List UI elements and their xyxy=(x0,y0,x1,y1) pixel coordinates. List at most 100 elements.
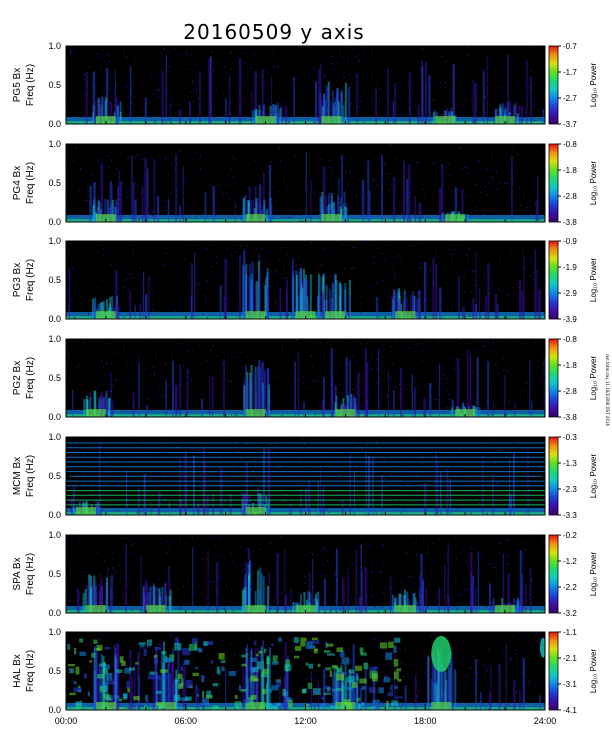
broadband-streak xyxy=(429,383,432,417)
noise-pixel xyxy=(484,168,486,170)
activity-burst xyxy=(102,300,105,319)
noise-pixel xyxy=(449,76,451,78)
noise-pixel xyxy=(244,62,246,64)
noise-pixel xyxy=(190,595,192,597)
noise-pixel xyxy=(258,83,260,85)
noise-pixel xyxy=(172,351,174,353)
noise-pixel xyxy=(391,184,393,186)
noise-pixel xyxy=(278,260,280,262)
noise-pixel xyxy=(349,171,351,173)
broadband-patch xyxy=(271,685,279,691)
noise-pixel xyxy=(347,63,349,65)
noise-pixel xyxy=(324,564,326,566)
noise-pixel xyxy=(341,147,343,149)
noise-pixel xyxy=(142,400,144,402)
noise-pixel xyxy=(195,217,197,219)
activity-burst xyxy=(514,605,517,613)
noise-pixel xyxy=(419,78,421,80)
noise-pixel xyxy=(107,175,109,177)
broadband-patch xyxy=(123,693,128,700)
noise-pixel xyxy=(315,498,317,500)
activity-burst xyxy=(258,272,261,319)
noise-pixel xyxy=(88,369,90,371)
noise-pixel xyxy=(291,649,293,651)
noise-pixel xyxy=(152,365,155,367)
noise-pixel xyxy=(480,65,483,68)
colorbar-tick-label: -1.7 xyxy=(563,68,577,77)
noise-pixel xyxy=(132,598,134,600)
noise-pixel xyxy=(292,694,294,696)
noise-pixel xyxy=(194,692,196,694)
noise-pixel xyxy=(271,409,273,412)
noise-pixel xyxy=(200,449,202,451)
noise-pixel xyxy=(157,397,159,399)
noise-pixel xyxy=(120,690,122,692)
noise-pixel xyxy=(524,343,527,345)
noise-pixel xyxy=(368,545,370,547)
noise-pixel xyxy=(386,674,388,677)
noise-pixel xyxy=(101,159,103,161)
broadband-patch xyxy=(262,688,267,695)
noise-pixel xyxy=(347,568,349,570)
noise-pixel xyxy=(531,578,533,580)
noise-pixel xyxy=(437,65,439,67)
activity-burst xyxy=(491,600,494,613)
noise-pixel xyxy=(541,610,543,612)
broadband-streak xyxy=(99,445,101,515)
noise-pixel xyxy=(164,498,166,500)
noise-pixel xyxy=(293,359,295,361)
activity-burst xyxy=(310,593,313,613)
noise-pixel xyxy=(338,545,340,547)
noise-pixel xyxy=(275,445,277,447)
noise-pixel xyxy=(230,381,233,383)
noise-pixel xyxy=(281,676,283,678)
noise-pixel xyxy=(314,697,316,700)
broadband-patch xyxy=(372,673,378,682)
noise-pixel xyxy=(161,52,163,55)
noise-pixel xyxy=(373,264,376,266)
noise-pixel xyxy=(91,262,93,264)
noise-pixel xyxy=(522,652,524,654)
noise-pixel xyxy=(371,566,373,569)
broadband-patch xyxy=(345,703,352,710)
noise-pixel xyxy=(524,492,526,494)
noise-pixel xyxy=(287,217,289,219)
noise-pixel xyxy=(400,589,402,591)
noise-pixel xyxy=(297,408,299,410)
noise-pixel xyxy=(185,356,187,358)
noise-pixel xyxy=(469,267,471,269)
noise-pixel xyxy=(286,253,289,255)
noise-pixel xyxy=(379,496,381,498)
noise-pixel xyxy=(247,187,249,189)
noise-pixel xyxy=(413,187,415,189)
noise-pixel xyxy=(148,344,151,346)
activity-burst xyxy=(263,370,266,417)
noise-pixel xyxy=(307,633,309,635)
noise-pixel xyxy=(381,402,384,404)
broadband-streak xyxy=(378,349,380,417)
noise-pixel xyxy=(396,159,398,161)
noise-pixel xyxy=(281,216,283,218)
noise-pixel xyxy=(287,168,289,171)
noise-pixel xyxy=(243,568,245,570)
activity-burst xyxy=(113,644,116,710)
noise-pixel xyxy=(231,552,233,555)
noise-pixel xyxy=(128,107,130,109)
noise-pixel xyxy=(460,343,462,345)
noise-pixel xyxy=(166,552,168,554)
noise-pixel xyxy=(222,469,224,471)
noise-pixel xyxy=(179,161,181,163)
noise-pixel xyxy=(407,173,409,175)
broadband-streak xyxy=(335,548,338,613)
noise-pixel xyxy=(235,308,237,310)
noise-pixel xyxy=(505,315,507,318)
activity-burst xyxy=(84,589,87,613)
noise-pixel xyxy=(241,657,243,659)
noise-pixel xyxy=(118,607,120,609)
noise-pixel xyxy=(459,552,461,554)
broadband-patch xyxy=(325,667,332,671)
noise-pixel xyxy=(371,244,373,246)
noise-pixel xyxy=(506,370,508,372)
broadband-patch xyxy=(74,647,77,655)
broadband-patch xyxy=(173,694,181,701)
